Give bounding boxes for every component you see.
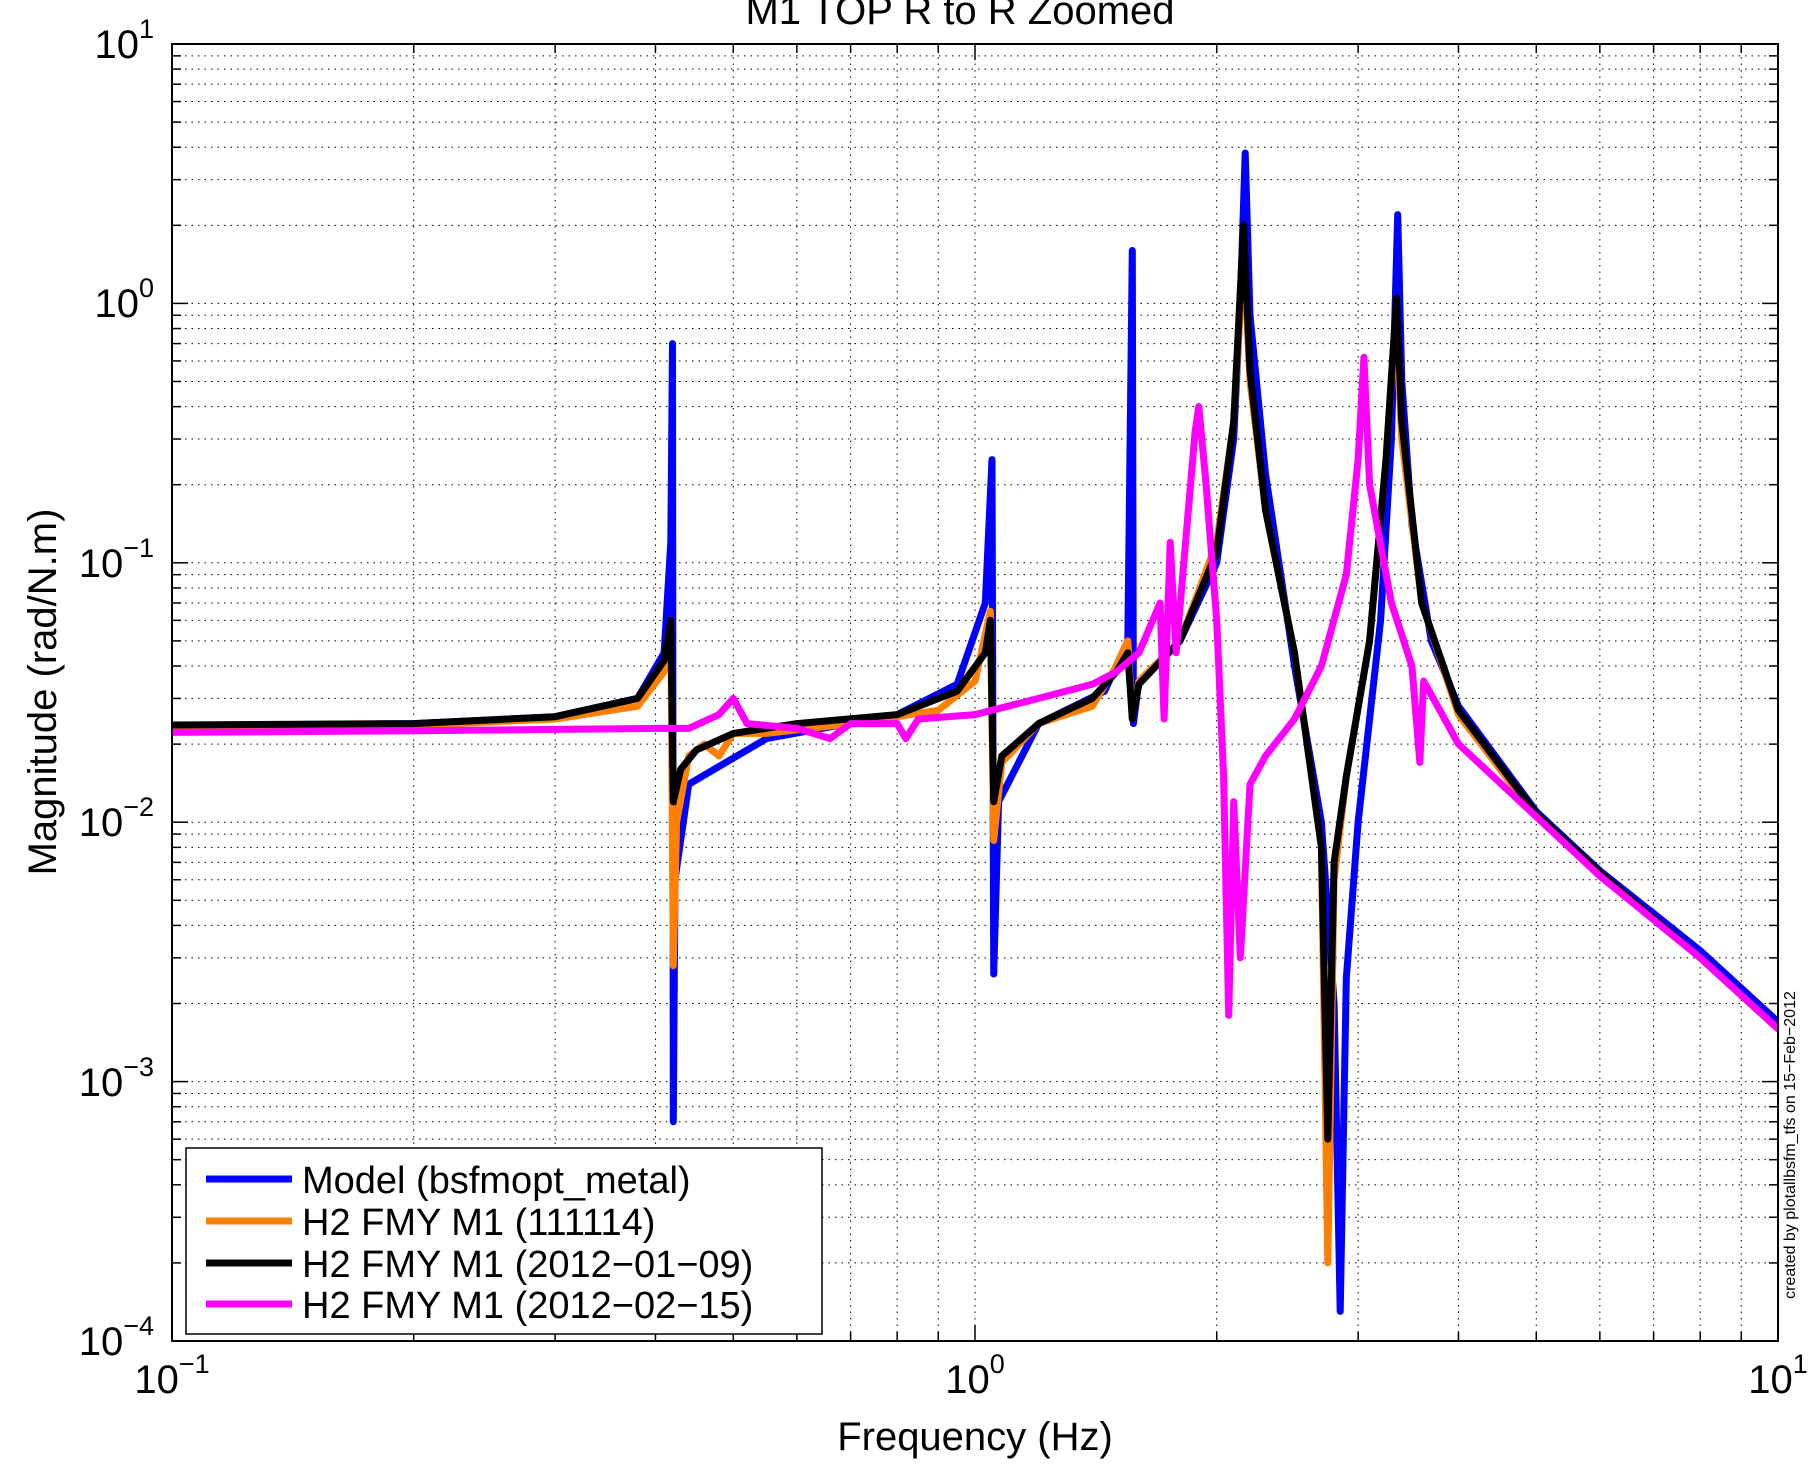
x-axis-label: Frequency (Hz) — [837, 1415, 1113, 1459]
legend-label-4: H2 FMY M1 (2012−02−15) — [302, 1285, 753, 1327]
x-tick-label-1: 10−1 — [134, 1349, 209, 1402]
tick-marks — [171, 43, 1779, 1342]
x-tick-label-3: 101 — [1748, 1349, 1808, 1402]
series-line-3 — [172, 221, 1778, 1143]
y-tick-label-1: 101 — [94, 14, 154, 67]
legend: Model (bsfmopt_metal) H2 FMY M1 (111114)… — [185, 1147, 823, 1335]
legend-label-1: Model (bsfmopt_metal) — [302, 1160, 691, 1202]
gridlines — [172, 44, 1778, 1341]
x-tick-label-2: 100 — [945, 1349, 1005, 1402]
series-lines — [172, 149, 1778, 1315]
legend-label-2: H2 FMY M1 (111114) — [302, 1202, 655, 1244]
y-tick-label-3: 10−1 — [79, 533, 154, 586]
y-tick-label-5: 10−3 — [79, 1052, 154, 1105]
creation-note: created by plotallbsfm_tfs on 15−Feb−201… — [1782, 991, 1799, 1299]
y-tick-label-6: 10−4 — [79, 1311, 154, 1364]
y-tick-label-2: 100 — [94, 273, 154, 326]
chart-title: M1 TOP R to R Zoomed — [745, 0, 1174, 33]
y-axis-label: Magnitude (rad/N.m) — [21, 509, 65, 876]
legend-label-3: H2 FMY M1 (2012−01−09) — [302, 1244, 753, 1286]
y-tick-label-4: 10−2 — [79, 792, 154, 845]
series-line-4 — [172, 353, 1778, 1033]
